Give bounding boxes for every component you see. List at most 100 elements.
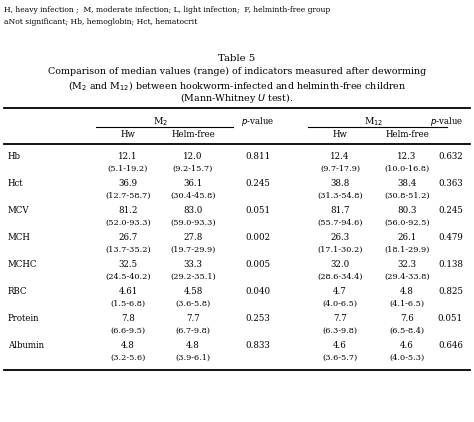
Text: 0.363: 0.363 xyxy=(438,179,463,188)
Text: (18.1-29.9): (18.1-29.9) xyxy=(384,246,430,254)
Text: 12.1: 12.1 xyxy=(118,152,138,161)
Text: M$_2$: M$_2$ xyxy=(153,115,168,127)
Text: 0.833: 0.833 xyxy=(246,341,270,350)
Text: 0.040: 0.040 xyxy=(246,287,271,296)
Text: Hw: Hw xyxy=(120,130,136,139)
Text: (29.2-35.1): (29.2-35.1) xyxy=(170,273,216,281)
Text: $\it{p}$-value: $\it{p}$-value xyxy=(429,115,463,128)
Text: (28.6-34.4): (28.6-34.4) xyxy=(317,273,363,281)
Text: 0.051: 0.051 xyxy=(438,314,463,323)
Text: (59.0-93.3): (59.0-93.3) xyxy=(170,219,216,227)
Text: $\it{p}$-value: $\it{p}$-value xyxy=(241,115,275,128)
Text: (3.9-6.1): (3.9-6.1) xyxy=(175,354,210,362)
Text: 7.6: 7.6 xyxy=(400,314,414,323)
Text: 4.7: 4.7 xyxy=(333,287,347,296)
Text: (6.6-9.5): (6.6-9.5) xyxy=(110,327,146,335)
Text: 4.58: 4.58 xyxy=(183,287,203,296)
Text: 7.8: 7.8 xyxy=(121,314,135,323)
Text: 7.7: 7.7 xyxy=(333,314,347,323)
Text: 0.002: 0.002 xyxy=(246,233,271,242)
Text: Helm-free: Helm-free xyxy=(385,130,429,139)
Text: 0.811: 0.811 xyxy=(246,152,271,161)
Text: (6.5-8.4): (6.5-8.4) xyxy=(390,327,425,335)
Text: (9.7-17.9): (9.7-17.9) xyxy=(320,165,360,173)
Text: (3.6-5.8): (3.6-5.8) xyxy=(175,300,210,308)
Text: M$_{12}$: M$_{12}$ xyxy=(364,115,383,127)
Text: (M$_2$ and M$_{12}$) between hookworm-infected and helminth-free children: (M$_2$ and M$_{12}$) between hookworm-in… xyxy=(68,79,406,92)
Text: 4.6: 4.6 xyxy=(333,341,347,350)
Text: 4.8: 4.8 xyxy=(400,287,414,296)
Text: Hb: Hb xyxy=(8,152,21,161)
Text: 26.7: 26.7 xyxy=(118,233,137,242)
Text: 32.3: 32.3 xyxy=(398,260,417,269)
Text: (24.5-40.2): (24.5-40.2) xyxy=(105,273,151,281)
Text: (6.7-9.8): (6.7-9.8) xyxy=(175,327,210,335)
Text: 0.245: 0.245 xyxy=(438,206,463,215)
Text: 38.8: 38.8 xyxy=(330,179,350,188)
Text: 4.8: 4.8 xyxy=(121,341,135,350)
Text: 81.2: 81.2 xyxy=(118,206,138,215)
Text: 0.051: 0.051 xyxy=(246,206,271,215)
Text: 38.4: 38.4 xyxy=(397,179,417,188)
Text: 26.1: 26.1 xyxy=(397,233,417,242)
Text: 0.632: 0.632 xyxy=(438,152,463,161)
Text: 32.5: 32.5 xyxy=(118,260,137,269)
Text: Helm-free: Helm-free xyxy=(171,130,215,139)
Text: (52.0-93.3): (52.0-93.3) xyxy=(105,219,151,227)
Text: (4.0-5.3): (4.0-5.3) xyxy=(389,354,425,362)
Text: (9.2-15.7): (9.2-15.7) xyxy=(173,165,213,173)
Text: MCV: MCV xyxy=(8,206,29,215)
Text: 26.3: 26.3 xyxy=(330,233,349,242)
Text: 83.0: 83.0 xyxy=(183,206,203,215)
Text: (1.5-6.8): (1.5-6.8) xyxy=(110,300,146,308)
Text: MCHC: MCHC xyxy=(8,260,37,269)
Text: 80.3: 80.3 xyxy=(397,206,417,215)
Text: 32.0: 32.0 xyxy=(330,260,350,269)
Text: (13.7-35.2): (13.7-35.2) xyxy=(105,246,151,254)
Text: Table 5: Table 5 xyxy=(219,54,255,63)
Text: Protein: Protein xyxy=(8,314,39,323)
Text: (31.3-54.8): (31.3-54.8) xyxy=(317,192,363,200)
Text: (55.7-94.6): (55.7-94.6) xyxy=(317,219,363,227)
Text: Hw: Hw xyxy=(333,130,347,139)
Text: aNot significant; Hb, hemoglobin; Hct, hematocrit: aNot significant; Hb, hemoglobin; Hct, h… xyxy=(4,18,197,26)
Text: (Mann-Whitney $\it{U}$ test).: (Mann-Whitney $\it{U}$ test). xyxy=(180,91,294,105)
Text: 33.3: 33.3 xyxy=(183,260,202,269)
Text: MCH: MCH xyxy=(8,233,31,242)
Text: 0.245: 0.245 xyxy=(246,179,271,188)
Text: (29.4-33.8): (29.4-33.8) xyxy=(384,273,430,281)
Text: 4.8: 4.8 xyxy=(186,341,200,350)
Text: 0.479: 0.479 xyxy=(438,233,463,242)
Text: (12.7-58.7): (12.7-58.7) xyxy=(105,192,151,200)
Text: 0.253: 0.253 xyxy=(246,314,270,323)
Text: (17.1-30.2): (17.1-30.2) xyxy=(317,246,363,254)
Text: Comparison of median values (range) of indicators measured after deworming: Comparison of median values (range) of i… xyxy=(48,67,426,76)
Text: Albumin: Albumin xyxy=(8,341,44,350)
Text: (4.1-6.5): (4.1-6.5) xyxy=(390,300,425,308)
Text: 0.138: 0.138 xyxy=(438,260,463,269)
Text: (5.1-19.2): (5.1-19.2) xyxy=(108,165,148,173)
Text: 7.7: 7.7 xyxy=(186,314,200,323)
Text: 0.646: 0.646 xyxy=(438,341,463,350)
Text: 27.8: 27.8 xyxy=(183,233,203,242)
Text: (3.2-5.6): (3.2-5.6) xyxy=(110,354,146,362)
Text: (19.7-29.9): (19.7-29.9) xyxy=(170,246,216,254)
Text: Hct: Hct xyxy=(8,179,24,188)
Text: 12.0: 12.0 xyxy=(183,152,203,161)
Text: 36.9: 36.9 xyxy=(118,179,137,188)
Text: H, heavy infection ;  M, moderate infection; L, light infection;  F, helminth-fr: H, heavy infection ; M, moderate infecti… xyxy=(4,6,330,14)
Text: (56.0-92.5): (56.0-92.5) xyxy=(384,219,430,227)
Text: (6.3-9.8): (6.3-9.8) xyxy=(322,327,357,335)
Text: (10.0-16.8): (10.0-16.8) xyxy=(384,165,429,173)
Text: 36.1: 36.1 xyxy=(183,179,202,188)
Text: (3.6-5.7): (3.6-5.7) xyxy=(322,354,357,362)
Text: 12.4: 12.4 xyxy=(330,152,350,161)
Text: (4.0-6.5): (4.0-6.5) xyxy=(322,300,357,308)
Text: RBC: RBC xyxy=(8,287,27,296)
Text: (30.4-45.8): (30.4-45.8) xyxy=(170,192,216,200)
Text: (30.8-51.2): (30.8-51.2) xyxy=(384,192,430,200)
Text: 0.005: 0.005 xyxy=(246,260,271,269)
Text: 0.825: 0.825 xyxy=(438,287,463,296)
Text: 4.6: 4.6 xyxy=(400,341,414,350)
Text: 81.7: 81.7 xyxy=(330,206,350,215)
